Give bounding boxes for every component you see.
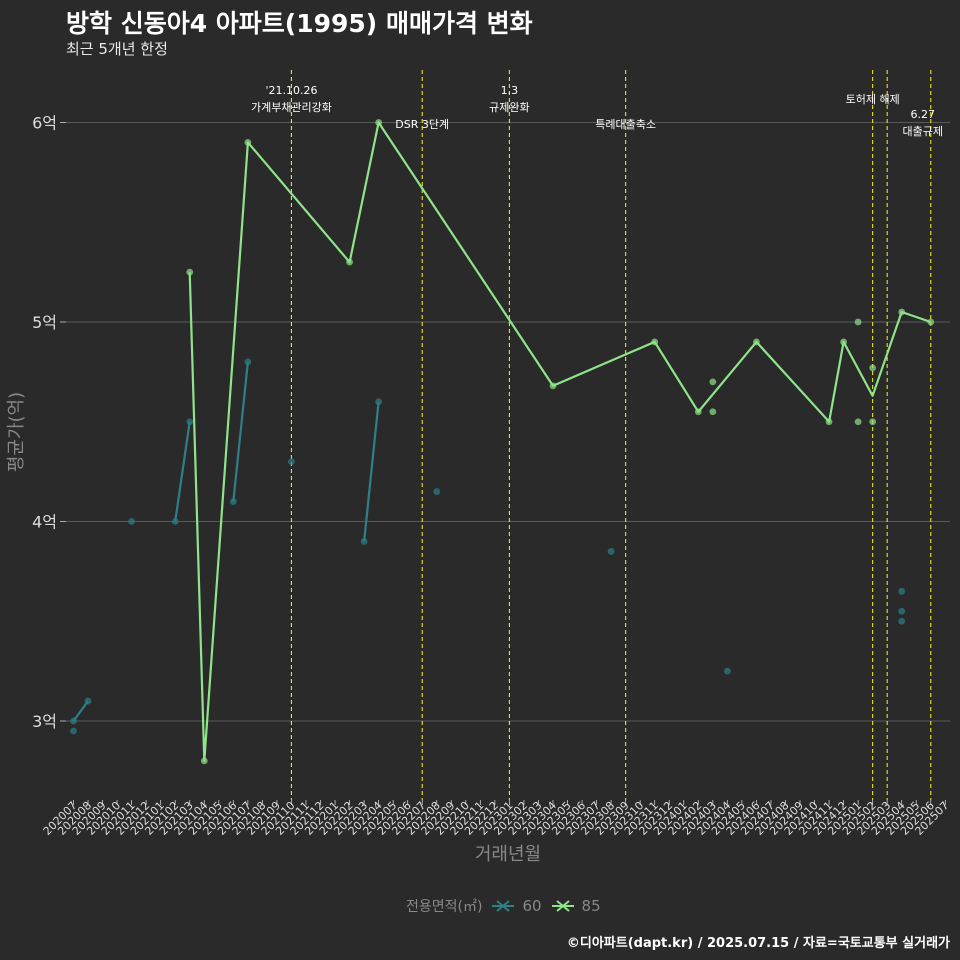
data-point-85 (200, 757, 208, 765)
series-line-60 (363, 401, 380, 542)
data-point-60 (128, 518, 136, 525)
event-annotation: '21.10.26 (265, 84, 317, 97)
event-annotation: 대출규제 (903, 125, 943, 138)
data-point-85 (651, 338, 659, 346)
data-point-85 (709, 378, 717, 386)
data-point-85 (869, 418, 877, 426)
data-point-60 (186, 418, 194, 426)
source-caption: ©디아파트(dapt.kr) / 2025.07.15 / 자료=국토교통부 실… (566, 936, 950, 951)
data-point-85 (854, 418, 862, 426)
data-point-85 (898, 308, 906, 316)
series-line-60 (174, 421, 191, 522)
data-point-60 (171, 518, 179, 525)
series-line-85 (188, 121, 932, 763)
event-lines (290, 70, 932, 800)
series-line-60 (232, 361, 249, 502)
y-tick-label: 4억 (32, 513, 57, 532)
series-lines (72, 121, 932, 763)
data-point-60 (375, 398, 383, 406)
axis-labels: 3억4억5억6억20200720200820200920201020201120… (32, 114, 951, 838)
data-point-60 (898, 607, 906, 615)
data-point-85 (694, 408, 702, 416)
data-point-60 (244, 358, 252, 366)
legend-label-85: 85 (581, 897, 601, 915)
data-point-60 (229, 498, 237, 505)
legend-title: 전용면적(㎡) (406, 899, 483, 915)
y-tick-label: 5억 (32, 313, 57, 332)
data-point-85 (549, 382, 557, 390)
data-point-85 (927, 318, 935, 326)
y-tick-label: 3억 (32, 712, 57, 731)
data-point-85 (186, 268, 194, 276)
event-annotation: 특례대출축소 (595, 118, 656, 131)
series-points (70, 119, 935, 765)
legend-key-85-icon (551, 900, 574, 912)
data-point-60 (607, 548, 615, 555)
data-point-85 (753, 338, 760, 346)
data-point-85 (244, 139, 252, 146)
x-axis-title: 거래년월 (475, 844, 541, 865)
event-annotation: 가계부채관리강화 (251, 101, 332, 114)
data-point-60 (84, 697, 92, 705)
event-annotation: 6.27 (911, 108, 936, 121)
data-point-60 (288, 458, 295, 466)
data-point-85 (869, 364, 877, 372)
event-annotation: 규제완화 (489, 101, 529, 114)
legend-item-60: 60 (490, 897, 542, 915)
event-annotation: DSR 3단계 (395, 118, 449, 131)
data-point-85 (346, 258, 353, 266)
y-tick-label: 6억 (32, 114, 57, 133)
chart-subtitle: 최근 5개년 한정 (66, 40, 168, 58)
legend-item-85: 85 (550, 897, 601, 915)
legend: 전용면적(㎡) 60 85 (406, 896, 601, 916)
data-point-60 (70, 717, 77, 725)
y-axis-title: 평균가(억) (6, 392, 27, 472)
grid-layer (60, 122, 950, 805)
data-point-60 (70, 727, 77, 735)
data-point-60 (898, 617, 906, 625)
data-point-85 (840, 338, 847, 346)
data-point-60 (433, 488, 441, 495)
chart-title: 방학 신동아4 아파트(1995) 매매가격 변화 (66, 9, 533, 38)
legend-label-60: 60 (522, 897, 542, 915)
legend-key-60-icon (492, 900, 515, 912)
series-line-60 (72, 700, 89, 722)
data-point-85 (375, 119, 383, 126)
data-point-85 (825, 418, 833, 426)
event-annotation: 토허제 해제 (846, 92, 900, 106)
data-point-60 (360, 538, 368, 545)
data-point-85 (854, 318, 862, 326)
data-point-60 (723, 667, 731, 675)
event-annotation: 1.3 (501, 84, 519, 97)
data-point-85 (709, 408, 717, 416)
data-point-60 (898, 587, 906, 595)
